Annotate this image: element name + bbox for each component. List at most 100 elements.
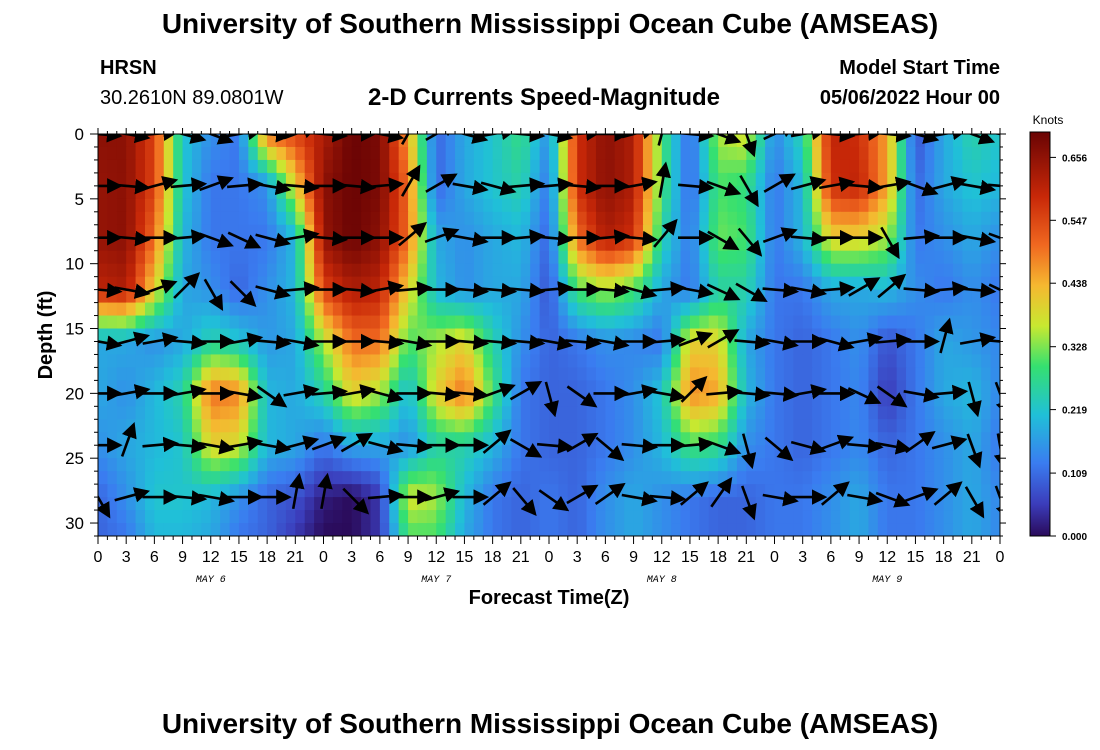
heat-cell bbox=[267, 445, 278, 459]
heat-cell bbox=[539, 276, 550, 291]
heat-cell bbox=[577, 289, 588, 304]
heat-cell bbox=[248, 458, 259, 472]
model-start-value: 05/06/2022 Hour 00 bbox=[819, 87, 1000, 109]
heat-cell bbox=[107, 406, 118, 420]
heat-cell bbox=[492, 172, 503, 187]
heat-cell bbox=[107, 445, 118, 459]
heat-cell bbox=[520, 458, 531, 472]
heat-cell bbox=[191, 302, 202, 317]
heat-cell bbox=[642, 419, 653, 433]
heat-cell bbox=[906, 432, 917, 446]
heat-cell bbox=[248, 263, 259, 278]
heat-cell bbox=[887, 198, 898, 213]
heat-cell bbox=[990, 523, 1000, 536]
heat-cell bbox=[774, 354, 785, 369]
heat-cell bbox=[981, 406, 992, 420]
heat-cell bbox=[445, 289, 456, 304]
heat-cell bbox=[492, 458, 503, 472]
heat-cell bbox=[595, 484, 606, 498]
heat-cell bbox=[624, 523, 635, 536]
heat-cell bbox=[502, 315, 513, 330]
heat-cell bbox=[229, 406, 240, 420]
heat-cell bbox=[342, 471, 353, 485]
heat-cell bbox=[821, 406, 832, 420]
heat-cell bbox=[464, 393, 475, 407]
heat-cell bbox=[821, 484, 832, 498]
heat-cell bbox=[436, 510, 447, 524]
heat-cell bbox=[511, 471, 522, 485]
day-label: MAY 6 bbox=[196, 575, 226, 586]
heat-cell bbox=[896, 380, 907, 394]
heat-cell bbox=[361, 159, 372, 174]
current-arrow bbox=[959, 179, 997, 196]
heat-cell bbox=[116, 263, 127, 278]
current-arrow bbox=[480, 180, 517, 196]
heat-cell bbox=[257, 471, 268, 485]
heat-cell bbox=[351, 328, 362, 343]
current-arrow bbox=[988, 283, 1000, 292]
heat-cell bbox=[934, 484, 945, 498]
heat-cell bbox=[774, 289, 785, 304]
current-arrow bbox=[480, 382, 516, 399]
heat-cell bbox=[981, 263, 992, 278]
heat-cell bbox=[708, 380, 719, 394]
heat-cell bbox=[351, 393, 362, 407]
heat-cell bbox=[567, 328, 578, 343]
heat-cell bbox=[802, 393, 813, 407]
heat-cell bbox=[116, 159, 127, 174]
heat-cell bbox=[765, 237, 776, 252]
heat-cell bbox=[436, 250, 447, 265]
heat-cell bbox=[624, 263, 635, 278]
heat-cell bbox=[605, 237, 616, 252]
heat-cell bbox=[915, 445, 926, 459]
heat-cell bbox=[906, 263, 917, 278]
current-arrow bbox=[931, 435, 968, 451]
heat-cell bbox=[520, 185, 531, 200]
heat-cell bbox=[361, 367, 372, 381]
heat-cell bbox=[379, 224, 390, 239]
heat-cell bbox=[285, 224, 296, 239]
heat-cell bbox=[699, 393, 710, 407]
heat-cell bbox=[511, 315, 522, 330]
heat-cell bbox=[680, 419, 691, 433]
heat-cell bbox=[962, 211, 973, 226]
heat-cell bbox=[229, 393, 240, 407]
heat-cell bbox=[201, 198, 212, 213]
heat-cell bbox=[229, 432, 240, 446]
heat-cell bbox=[417, 393, 428, 407]
heat-cell bbox=[943, 393, 954, 407]
heat-cell bbox=[718, 159, 729, 174]
current-arrow bbox=[372, 134, 405, 144]
heat-cell bbox=[398, 263, 409, 278]
heat-cell bbox=[116, 315, 127, 330]
heat-cell bbox=[163, 510, 174, 524]
heat-cell bbox=[652, 185, 663, 200]
heat-cell bbox=[426, 134, 437, 148]
heat-cell bbox=[859, 523, 870, 536]
heat-cell bbox=[436, 276, 447, 291]
heat-cell bbox=[98, 432, 108, 446]
heat-cell bbox=[605, 406, 616, 420]
heat-cell bbox=[558, 406, 569, 420]
heat-cell bbox=[323, 315, 334, 330]
heat-cell bbox=[342, 185, 353, 200]
heat-cell bbox=[971, 250, 982, 265]
heat-cell bbox=[361, 237, 372, 252]
heat-cell bbox=[812, 263, 823, 278]
heat-cell bbox=[182, 445, 193, 459]
heat-cell bbox=[614, 146, 625, 161]
heat-cell bbox=[652, 354, 663, 369]
heat-cell bbox=[323, 458, 334, 472]
x-tick-label: 15 bbox=[681, 549, 699, 566]
heat-cell bbox=[248, 419, 259, 433]
heat-cell bbox=[821, 354, 832, 369]
heat-cell bbox=[238, 276, 249, 291]
heat-cell bbox=[774, 198, 785, 213]
heat-cell bbox=[304, 146, 315, 161]
heat-cell bbox=[201, 328, 212, 343]
heat-cell bbox=[332, 211, 343, 226]
heat-cell bbox=[736, 510, 747, 524]
current-arrow bbox=[876, 385, 908, 408]
heat-cell bbox=[389, 146, 400, 161]
colorbar-tick-label: 0.328 bbox=[1062, 343, 1087, 354]
